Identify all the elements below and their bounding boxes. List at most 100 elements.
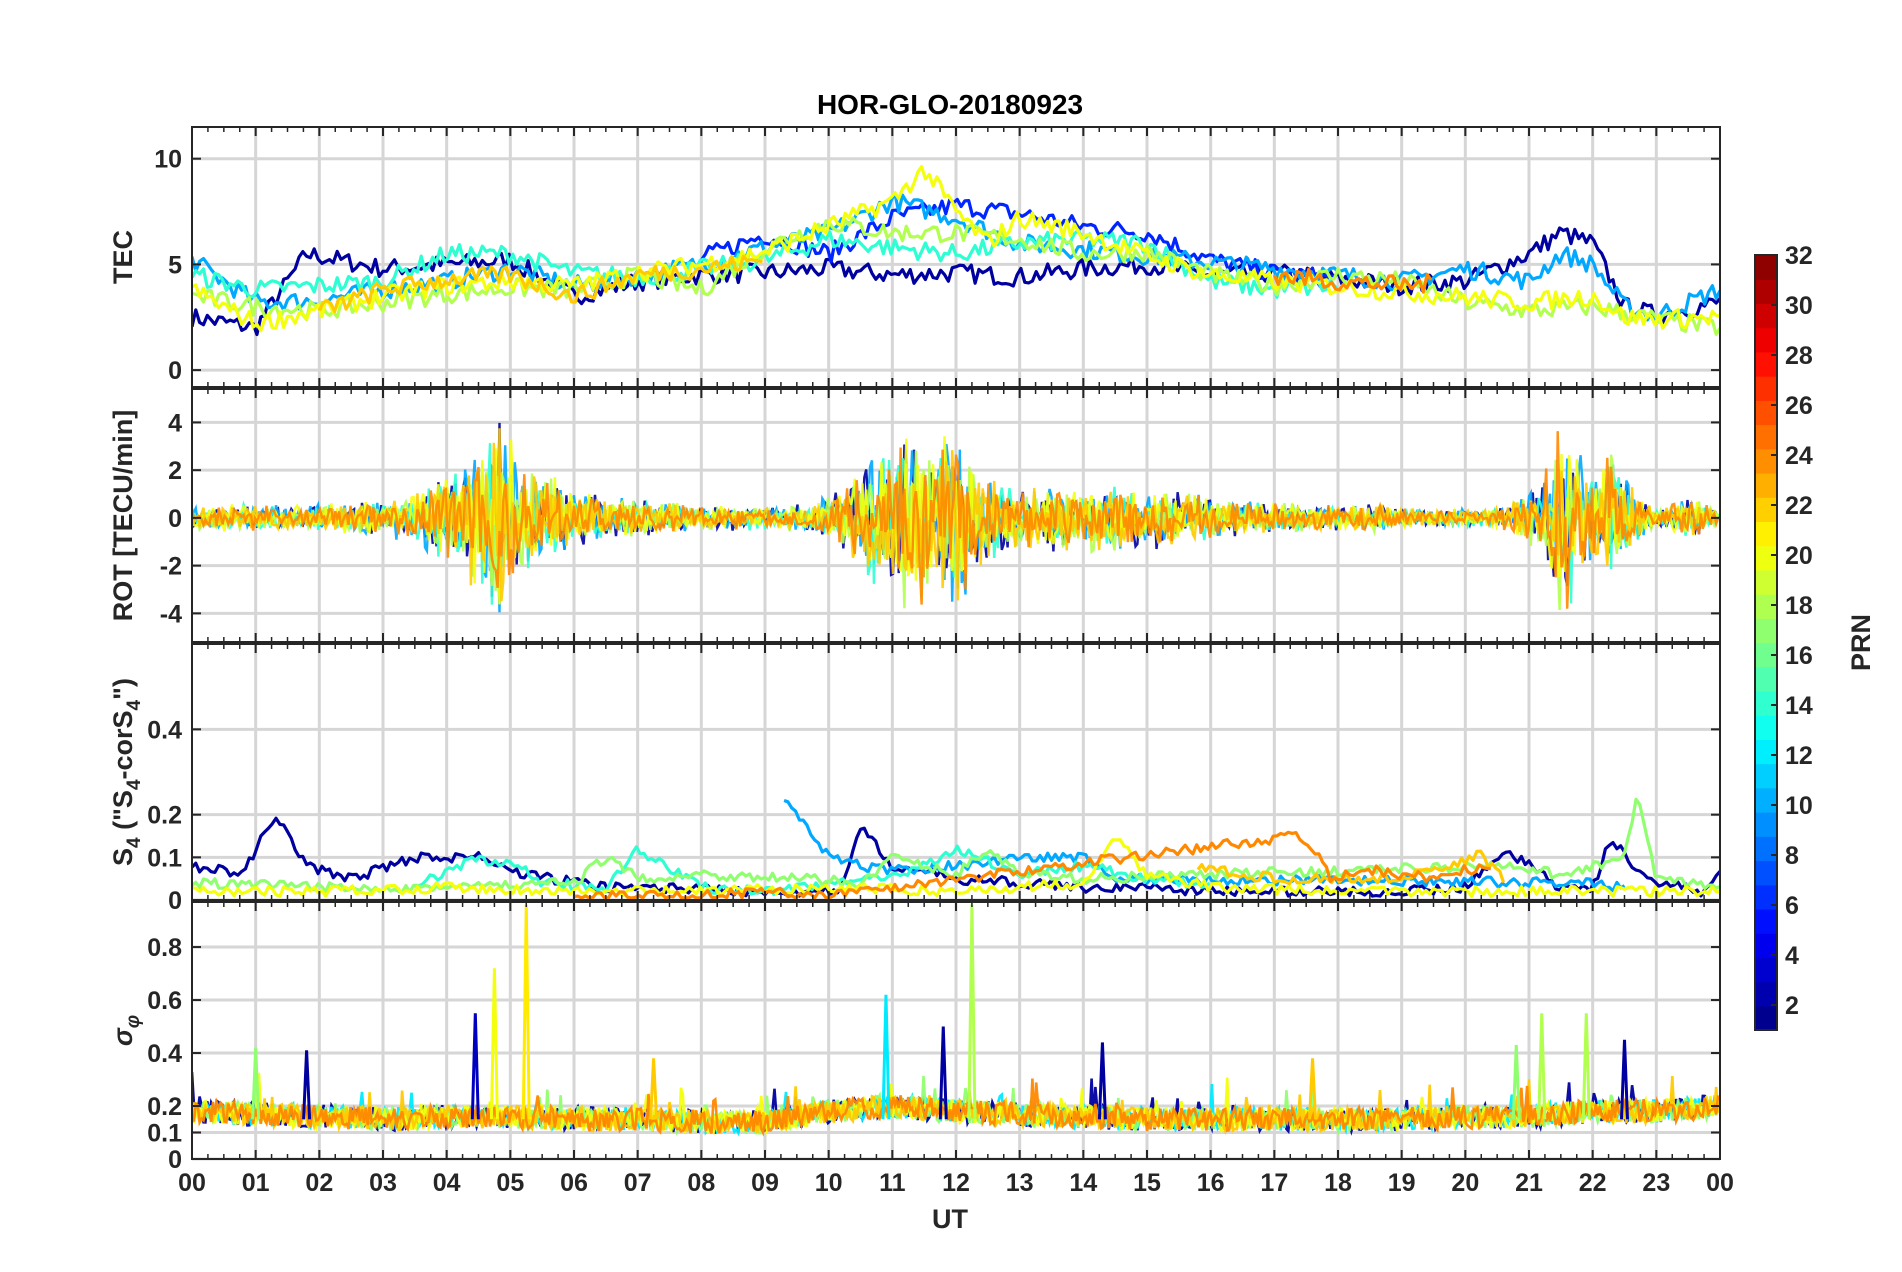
x-tick-label: 06 — [560, 1169, 588, 1197]
x-tick-label: 11 — [879, 1169, 906, 1197]
sigma-spike — [1537, 1013, 1547, 1120]
series-prn-24 — [1272, 267, 1433, 294]
colorbar-segment — [1755, 715, 1777, 740]
sigma-spike — [470, 1013, 480, 1120]
colorbar-segment — [1755, 279, 1777, 305]
sigma-spike — [1308, 1058, 1318, 1120]
colorbar-segment — [1755, 545, 1777, 571]
sigma-spike — [302, 1050, 312, 1120]
sigma-spike — [1097, 1042, 1107, 1120]
colorbar-tick-label: 32 — [1785, 242, 1813, 270]
series-prn-2 — [192, 816, 1720, 898]
data-rot — [192, 422, 1720, 613]
data-sigma_phi — [192, 904, 1720, 1137]
x-tick-label: 03 — [369, 1169, 397, 1197]
colorbar-segment — [1755, 739, 1777, 765]
y-tick-label: 0.8 — [147, 934, 182, 962]
colorbar-segment — [1755, 351, 1777, 377]
colorbar-segment — [1755, 690, 1777, 716]
colorbar-tick-label: 10 — [1785, 792, 1813, 820]
x-tick-label: 04 — [433, 1169, 461, 1197]
colorbar-segment — [1755, 957, 1777, 983]
y-axis-label-tec: TEC — [108, 230, 138, 284]
colorbar-tick-label: 22 — [1785, 492, 1813, 520]
colorbar-segment — [1755, 303, 1777, 329]
colorbar-segment — [1755, 666, 1777, 692]
colorbar-segment — [1755, 860, 1777, 886]
x-tick-label: 07 — [624, 1169, 652, 1197]
colorbar-segment — [1755, 569, 1777, 595]
colorbar-segment — [1755, 812, 1777, 837]
colorbar-segment — [1755, 1005, 1777, 1031]
y-axis-label-rot: ROT [TECU/min] — [108, 410, 138, 621]
sigma-spike — [649, 1058, 659, 1120]
colorbar-segment — [1755, 884, 1777, 910]
x-tick-label: 00 — [178, 1169, 206, 1197]
colorbar-tick-label: 14 — [1785, 692, 1813, 720]
colorbar-segment — [1755, 424, 1777, 450]
x-tick-label: 10 — [815, 1169, 843, 1197]
y-tick-label: 0.6 — [147, 987, 182, 1015]
colorbar-frame — [1754, 254, 1778, 1031]
colorbar-segment — [1755, 376, 1777, 401]
x-tick-label: 19 — [1388, 1169, 1416, 1197]
colorbar-tick-label: 26 — [1785, 392, 1813, 420]
x-tick-label: 22 — [1579, 1169, 1607, 1197]
colorbar-segment — [1755, 908, 1777, 934]
colorbar-segment — [1755, 497, 1777, 523]
sigma-series-prn-24 — [192, 1078, 1720, 1137]
y-tick-label: 0 — [168, 505, 182, 533]
panel-s4: 0 0.1 0.2 0.4S4 ("S4-corS4") — [108, 643, 1721, 915]
y-tick-label: 10 — [154, 146, 182, 174]
x-tick-label: 18 — [1324, 1169, 1352, 1197]
x-axis-label: UT — [932, 1204, 968, 1234]
colorbar-tick-label: 6 — [1785, 892, 1799, 920]
colorbar-tick-label: 4 — [1785, 942, 1799, 970]
colorbar-segment — [1755, 933, 1777, 958]
colorbar-tick-label: 30 — [1785, 292, 1813, 320]
colorbar-tick-label: 12 — [1785, 742, 1813, 770]
y-tick-label: -4 — [160, 600, 182, 628]
x-tick-label: 15 — [1133, 1169, 1161, 1197]
colorbar-segment — [1755, 255, 1777, 280]
series-prn-10 — [192, 191, 1720, 322]
colorbar-tick-label: 18 — [1785, 592, 1813, 620]
y-tick-label: 2 — [168, 457, 182, 485]
data-tec — [192, 165, 1720, 337]
colorbar-segment — [1755, 981, 1777, 1007]
colorbar-segment — [1755, 472, 1777, 498]
y-tick-label: 5 — [168, 251, 182, 279]
y-tick-label: 0.4 — [147, 716, 182, 744]
x-tick-label: 00 — [1706, 1169, 1734, 1197]
colorbar-segment — [1755, 642, 1777, 668]
sigma-spike — [489, 968, 499, 1120]
colorbar-segment — [1755, 787, 1777, 813]
rot-series-prn-24 — [192, 431, 1720, 609]
series-prn-22 — [317, 254, 763, 314]
y-tick-label: 0.1 — [147, 1120, 182, 1148]
x-tick-label: 13 — [1006, 1169, 1034, 1197]
y-tick-label: 0 — [168, 887, 182, 915]
colorbar-tick-label: 8 — [1785, 842, 1799, 870]
colorbar-tick-label: 20 — [1785, 542, 1813, 570]
y-tick-label: 0.2 — [147, 1093, 182, 1121]
colorbar-segment — [1755, 618, 1777, 644]
panel-tec: 0 5 10 TEC — [108, 126, 1721, 388]
x-tick-label: 23 — [1642, 1169, 1670, 1197]
colorbar-segment — [1755, 327, 1777, 353]
y-tick-label: 0 — [168, 357, 182, 385]
colorbar-label: PRN — [1846, 614, 1876, 671]
sigma-spike — [1581, 1013, 1591, 1120]
colorbar-segment — [1755, 448, 1777, 474]
series-prn-22 — [1196, 849, 1506, 886]
x-tick-label: 20 — [1451, 1169, 1479, 1197]
x-tick-label: 08 — [687, 1169, 715, 1197]
sigma-spike — [251, 1047, 261, 1120]
x-tick-label: 09 — [751, 1169, 779, 1197]
x-tick-label: 21 — [1515, 1169, 1543, 1197]
colorbar-segment — [1755, 400, 1777, 426]
x-tick-label: 12 — [942, 1169, 970, 1197]
